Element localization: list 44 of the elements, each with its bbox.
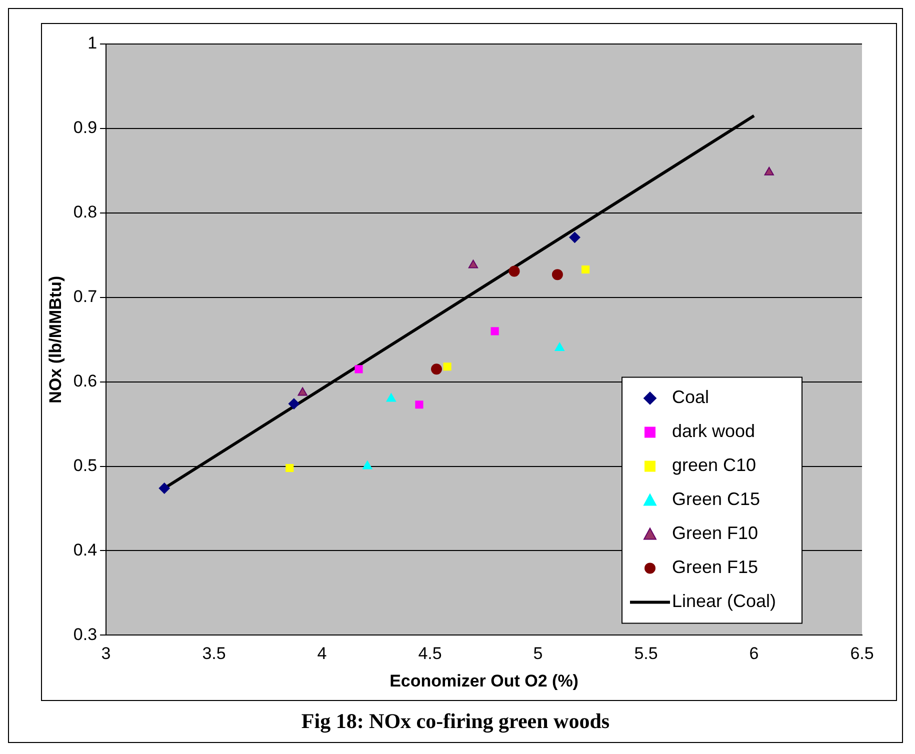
point xyxy=(386,393,396,402)
legend-label: dark wood xyxy=(672,421,756,442)
legend-label: Coal xyxy=(672,387,710,408)
y-tick-label: 0.4 xyxy=(73,540,98,560)
point xyxy=(288,398,300,410)
legend-label: Green C15 xyxy=(672,489,760,510)
point xyxy=(508,266,520,277)
y-tick-label: 0.8 xyxy=(73,202,98,222)
y-tick-label: 0.6 xyxy=(73,372,98,391)
point xyxy=(764,166,774,176)
x-tick-label: 4.5 xyxy=(418,644,442,664)
point xyxy=(362,460,372,470)
point xyxy=(431,364,442,375)
x-tick-label: 4 xyxy=(317,644,327,664)
legend-label: green C10 xyxy=(672,455,756,476)
x-axis-title: Economizer Out O2 (%) xyxy=(390,671,578,690)
point xyxy=(552,269,563,280)
point xyxy=(443,362,452,371)
point xyxy=(298,387,308,396)
x-tick-label: 6 xyxy=(749,644,759,664)
point xyxy=(354,365,363,374)
y-tick-label: 0.5 xyxy=(73,456,98,475)
point xyxy=(554,342,564,352)
point xyxy=(468,260,478,268)
point xyxy=(158,482,170,494)
y-tick-label: 1 xyxy=(88,34,98,53)
text: Fig 18: NOx co-firing green woods xyxy=(300,709,611,734)
point xyxy=(569,232,580,243)
point xyxy=(286,464,294,472)
x-tick-label: 3 xyxy=(101,644,111,664)
x-tick-label: 6.5 xyxy=(850,644,874,664)
legend-label: Linear (Coal) xyxy=(672,591,776,612)
x-tick-label: 5.5 xyxy=(634,644,658,664)
y-tick-label: 0.9 xyxy=(73,118,98,138)
point xyxy=(415,400,424,409)
point xyxy=(490,327,499,336)
y-axis-title: NOx (lb/MMBtu) xyxy=(46,276,65,404)
point xyxy=(581,265,590,274)
legend-label: Green F15 xyxy=(672,557,758,578)
x-tick-label: 5 xyxy=(533,644,543,664)
y-tick-label: 0.3 xyxy=(73,624,98,644)
legend-label: Green F10 xyxy=(672,523,758,544)
x-tick-label: 3.5 xyxy=(202,644,226,664)
y-tick-label: 0.7 xyxy=(73,287,98,306)
